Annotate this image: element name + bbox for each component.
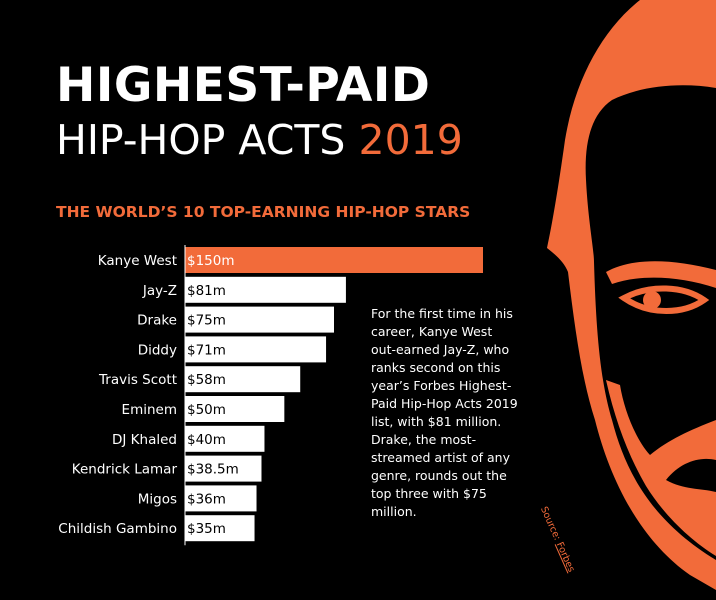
category-label-6: DJ Khaled [112,432,177,448]
category-label-0: Kanye West [98,253,177,269]
chart-subtitle: THE WORLD’S 10 TOP-EARNING HIP-HOP STARS [56,203,471,221]
category-label-4: Travis Scott [98,372,177,388]
title-line2-text: HIP-HOP ACTS [56,116,346,164]
category-label-7: Kendrick Lamar [72,462,178,478]
category-label-5: Eminem [122,402,177,418]
bar-9 [185,515,255,542]
value-label-6: $40m [187,432,226,448]
value-label-5: $50m [187,402,226,418]
bar-1 [185,276,346,303]
eye-shape [618,285,710,314]
bar-3 [185,336,327,363]
bar-0 [185,247,483,273]
value-label-1: $81m [187,283,226,299]
bar-2 [185,306,334,333]
bar-4 [185,366,301,393]
category-label-3: Diddy [138,342,177,358]
description-text: For the first time in his career, Kanye … [371,306,518,519]
value-label-4: $58m [187,372,226,388]
mouth-shape [666,458,716,492]
value-label-2: $75m [187,313,226,329]
value-label-7: $38.5m [187,462,239,478]
bar-7 [185,455,262,482]
title-line1: HIGHEST-PAID [56,58,431,113]
value-label-3: $71m [187,342,226,358]
beard-shape [606,380,716,556]
value-label-0: $150m [187,253,235,269]
eyebrow-shape [606,261,716,288]
value-label-8: $36m [187,491,226,507]
pupil-shape [643,291,661,309]
title-year: 2019 [358,116,463,164]
category-label-9: Childish Gambino [58,521,177,537]
bar-8 [185,485,257,512]
category-label-2: Drake [137,313,177,329]
category-label-8: Migos [138,491,177,507]
value-label-9: $35m [187,521,226,537]
category-label-1: Jay-Z [142,283,177,299]
bar-6 [185,425,265,452]
title-line2: HIP-HOP ACTS 2019 [56,115,463,165]
bar-5 [185,396,285,422]
